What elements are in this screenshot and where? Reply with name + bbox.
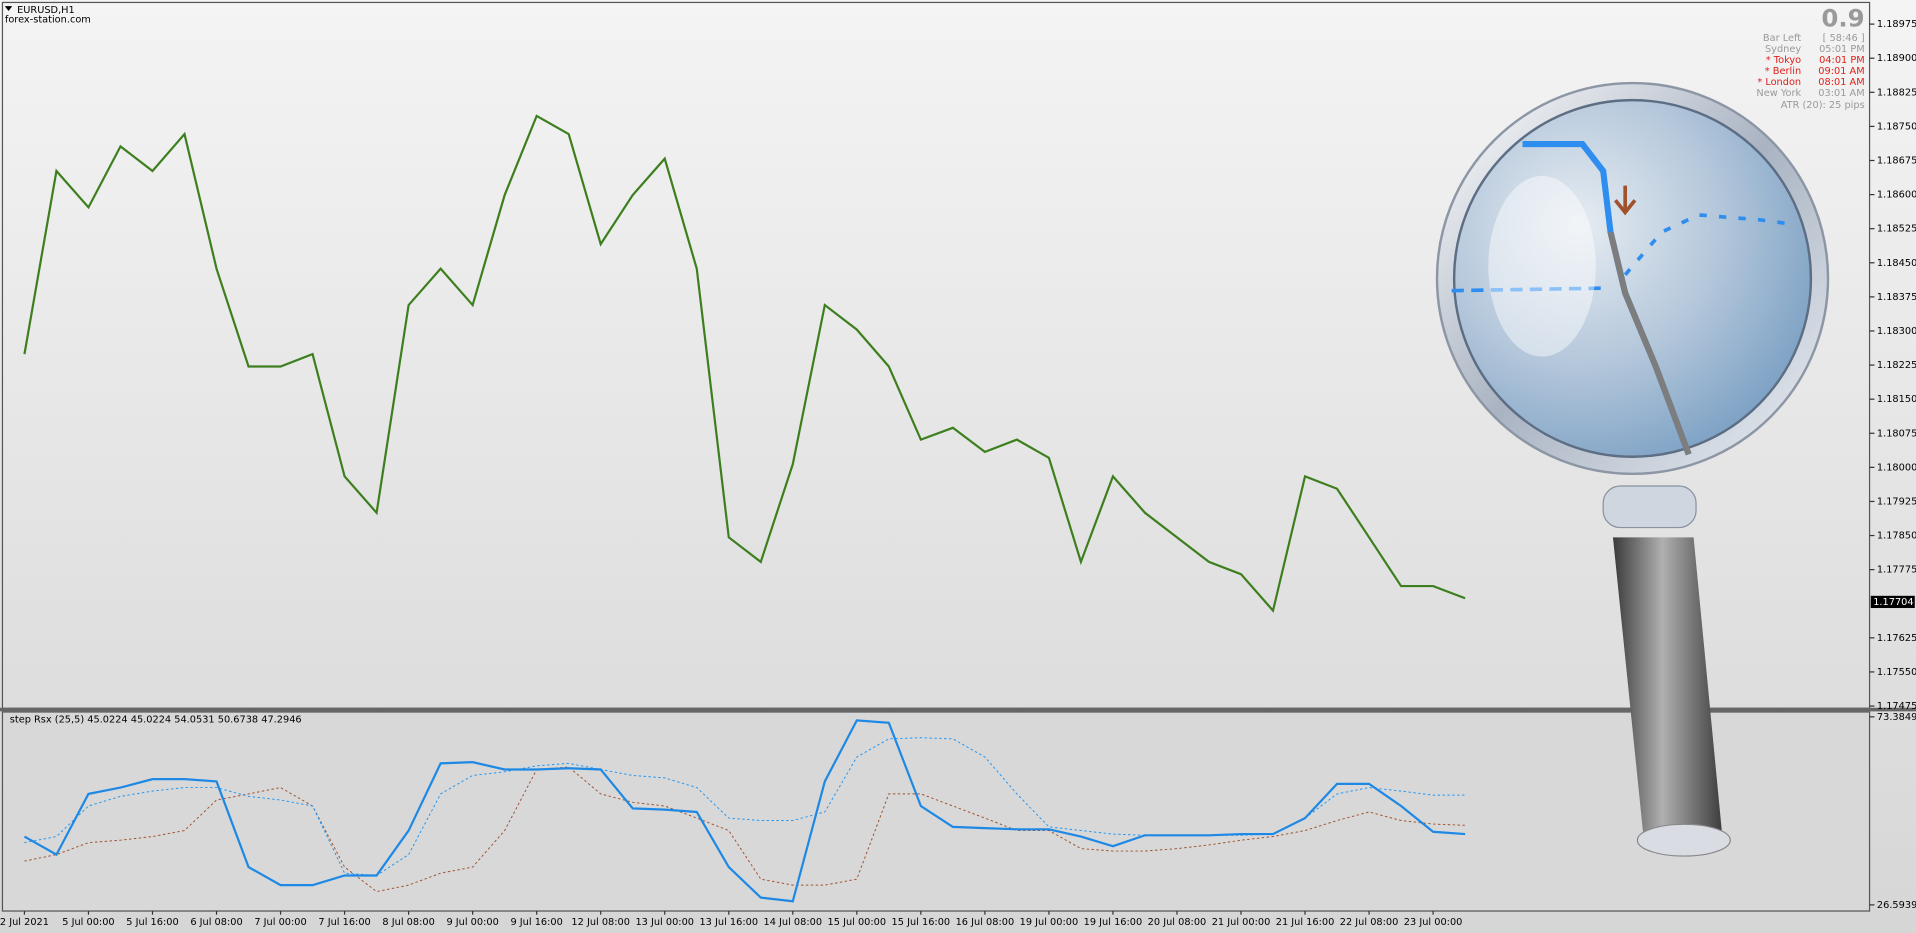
info-value: 03:01 AM — [1818, 88, 1864, 99]
y-tick-label: 1.18825 — [1877, 87, 1916, 98]
info-value: 09:01 AM — [1818, 66, 1864, 77]
y-tick-label: 1.18225 — [1877, 360, 1916, 371]
y-tick-label: 73.3849 — [1877, 712, 1916, 723]
info-label: * Tokyo — [1766, 55, 1801, 66]
y-tick-label: 1.18375 — [1877, 292, 1916, 303]
info-label: Bar Left — [1763, 33, 1801, 44]
x-tick-label: 14 Jul 08:00 — [764, 917, 823, 928]
last-price-label: 1.17704 — [1873, 597, 1913, 608]
x-tick-label: 13 Jul 16:00 — [699, 917, 758, 928]
info-value: 05:01 PM — [1819, 44, 1865, 55]
symbol: EURUSD,H1 — [17, 5, 75, 16]
y-tick-label: 26.5939 — [1877, 900, 1916, 911]
y-tick-label: 1.17775 — [1877, 565, 1916, 576]
x-tick-label: 7 Jul 16:00 — [318, 917, 370, 928]
x-tick-label: 13 Jul 00:00 — [635, 917, 694, 928]
y-tick-label: 1.18975 — [1877, 19, 1916, 30]
atr: ATR (20): 25 pips — [1781, 100, 1865, 111]
series-line — [24, 737, 1466, 876]
indicator-title: step Rsx (25,5) 45.0224 45.0224 54.0531 … — [10, 714, 302, 725]
y-tick-label: 1.18000 — [1877, 462, 1916, 473]
lens-line-gray — [1607, 231, 1692, 456]
y-tick-label: 1.18450 — [1877, 258, 1916, 269]
info-value: [ 58:46 ] — [1823, 33, 1865, 44]
series-line — [23, 114, 1466, 613]
y-tick-label: 1.17850 — [1877, 531, 1916, 542]
indicator-panel — [1, 711, 1871, 912]
y-tick-label: 1.17625 — [1877, 633, 1916, 644]
info-value: 04:01 PM — [1819, 55, 1865, 66]
handle-cap — [1636, 823, 1731, 857]
info-label: * Berlin — [1765, 66, 1801, 77]
y-tick-label: 1.17925 — [1877, 496, 1916, 507]
lens-arrow — [1613, 185, 1637, 216]
source: forex-station.com — [5, 15, 91, 26]
menu-icon[interactable] — [4, 6, 13, 11]
x-tick-label: 21 Jul 16:00 — [1276, 917, 1335, 928]
x-tick-label: 20 Jul 08:00 — [1148, 917, 1207, 928]
x-tick-label: 23 Jul 00:00 — [1404, 917, 1463, 928]
x-tick-label: 15 Jul 16:00 — [892, 917, 951, 928]
lens-dashed — [1451, 286, 1601, 293]
x-tick-label: 5 Jul 16:00 — [126, 917, 178, 928]
x-tick-label: 2 Jul 2021 — [0, 917, 49, 928]
magnifier-lens — [1452, 98, 1813, 458]
info-label: New York — [1756, 88, 1801, 99]
magnifier — [1435, 81, 1830, 857]
info-label: * London — [1757, 77, 1801, 88]
series-line — [23, 719, 1466, 903]
x-tick-label: 19 Jul 16:00 — [1084, 917, 1143, 928]
x-tick-label: 16 Jul 08:00 — [956, 917, 1015, 928]
series-line — [24, 766, 1466, 893]
y-tick-label: 1.18150 — [1877, 394, 1916, 405]
y-tick-label: 1.18900 — [1877, 53, 1916, 64]
y-tick-label: 1.18525 — [1877, 224, 1916, 235]
x-tick-label: 5 Jul 00:00 — [62, 917, 114, 928]
x-tick-label: 7 Jul 00:00 — [254, 917, 306, 928]
x-tick-label: 22 Jul 08:00 — [1340, 917, 1399, 928]
info-value: 08:01 AM — [1818, 77, 1864, 88]
x-tick-label: 21 Jul 00:00 — [1212, 917, 1271, 928]
x-tick-label: 9 Jul 16:00 — [510, 917, 562, 928]
x-tick-label: 19 Jul 00:00 — [1020, 917, 1079, 928]
magnifier-handle — [1612, 537, 1723, 849]
x-tick-label: 12 Jul 08:00 — [571, 917, 630, 928]
y-tick-label: 1.18075 — [1877, 428, 1916, 439]
magnifier-collar — [1602, 485, 1697, 529]
y-tick-label: 1.17475 — [1877, 701, 1916, 712]
x-tick-label: 9 Jul 00:00 — [446, 917, 498, 928]
last-price-box — [1870, 595, 1915, 609]
y-tick-label: 1.18300 — [1877, 326, 1916, 337]
y-tick-label: 1.18675 — [1877, 156, 1916, 167]
x-tick-label: 8 Jul 08:00 — [382, 917, 434, 928]
spread: 0.9 — [1821, 4, 1864, 33]
y-tick-label: 1.18750 — [1877, 121, 1916, 132]
info-panel: 0.9 ATR (20): 25 pips Bar Left [ 58:46 ] S… — [1756, 4, 1864, 111]
info-label: Sydney — [1765, 44, 1801, 55]
y-tick-label: 1.17550 — [1877, 667, 1916, 678]
y-tick-label: 1.18600 — [1877, 190, 1916, 201]
lens-highlight — [1488, 175, 1596, 357]
x-tick-label: 15 Jul 00:00 — [828, 917, 887, 928]
x-tick-label: 6 Jul 08:00 — [190, 917, 242, 928]
